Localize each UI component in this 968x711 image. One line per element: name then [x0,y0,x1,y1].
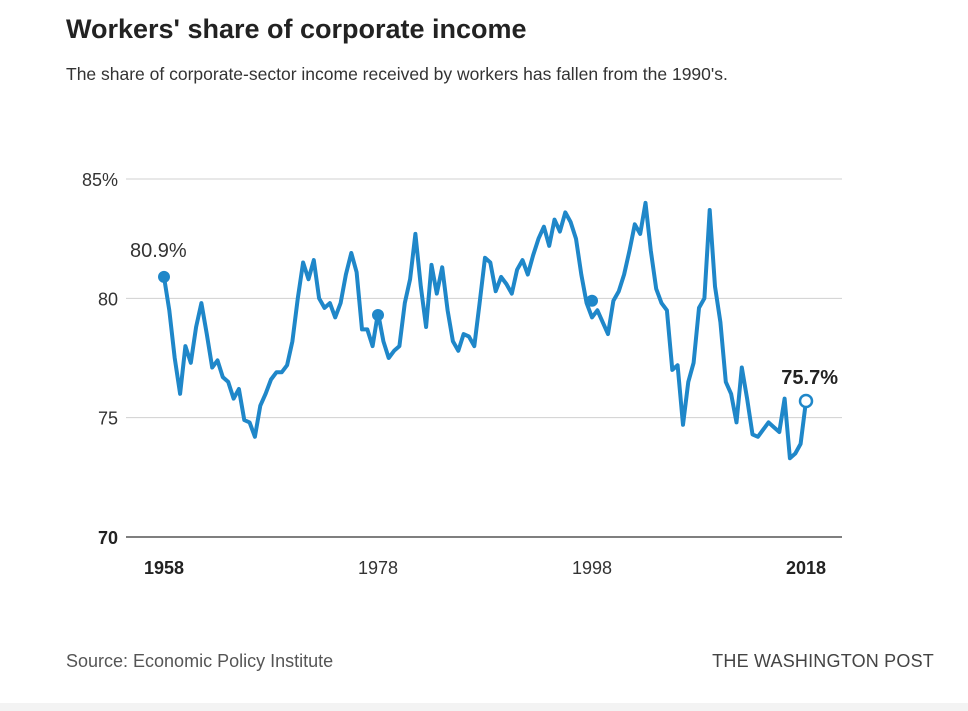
y-tick-label: 80 [98,289,118,309]
annotations: 80.9% 75.7% [130,240,838,389]
x-axis-ticks: 1958 1978 1998 2018 [144,558,826,578]
y-tick-label: 85% [82,170,118,190]
chart-subtitle: The share of corporate-sector income rec… [66,64,728,84]
series-markers [158,270,814,409]
point-marker [586,294,598,307]
chart-title: Workers' share of corporate income [66,14,527,44]
x-tick-label: 1978 [358,558,398,578]
series-lines [162,200,808,461]
publisher-credit: THE WASHINGTON POST [712,651,934,671]
data-label: 80.9% [130,240,187,262]
x-tick-label: 2018 [786,558,826,578]
x-tick-label: 1998 [572,558,612,578]
series-line [162,200,808,461]
grid-lines [126,178,842,538]
point-marker [372,309,384,322]
y-tick-label: 75 [98,409,118,429]
y-axis-ticks: 85% 80 75 70 [82,170,118,548]
line-chart: 85% 80 75 70 1958 1978 1998 2018 80.9% 75.7% [82,170,842,578]
point-marker [158,270,170,283]
y-tick-label: 70 [98,528,118,548]
bottom-strip [0,703,968,711]
x-tick-label: 1958 [144,558,184,578]
endpoint-marker [798,393,814,409]
source-note: Source: Economic Policy Institute [66,651,334,671]
data-label: 75.7% [781,367,838,389]
